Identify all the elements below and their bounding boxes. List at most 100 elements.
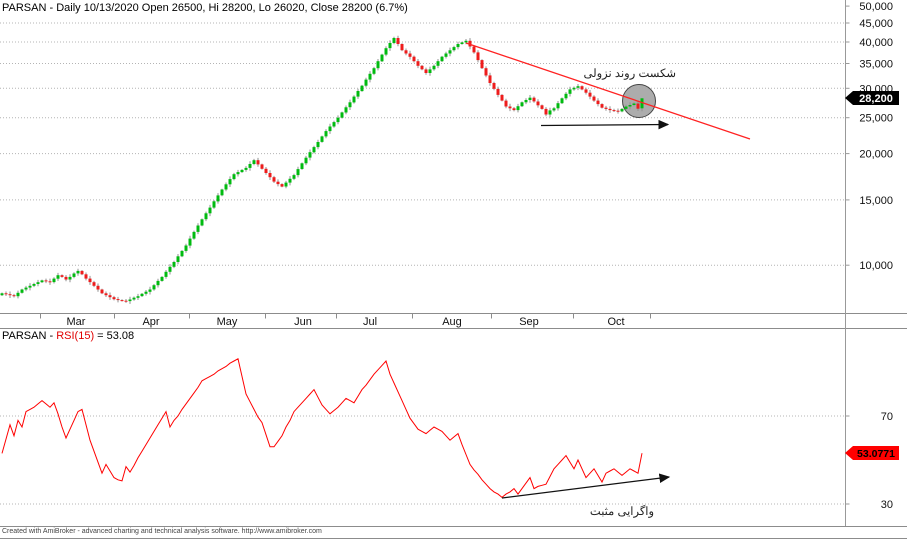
candle-down xyxy=(532,97,536,102)
candle-up xyxy=(40,280,44,283)
rsi-title-indicator: RSI(15) xyxy=(56,330,95,342)
candle-down xyxy=(120,300,124,302)
candle-down xyxy=(600,104,604,108)
downtrend-break-annotation[interactable]: شکست روند نزولی xyxy=(583,68,676,80)
price-axis-label: 15,000 xyxy=(859,195,893,207)
candle-down xyxy=(124,300,128,302)
candle-down xyxy=(596,100,600,105)
month-label: Jun xyxy=(294,316,312,328)
candle-up xyxy=(220,189,224,196)
candle-down xyxy=(500,94,504,101)
candle-up xyxy=(20,289,24,293)
candle-down xyxy=(472,46,476,53)
candlestick-series xyxy=(0,35,644,304)
candle-down xyxy=(280,184,284,187)
price-axis-label: 45,000 xyxy=(859,18,893,30)
month-label: Oct xyxy=(607,316,624,328)
candle-up xyxy=(196,225,200,232)
rsi-axis-label: 70 xyxy=(881,411,893,423)
candle-up xyxy=(568,89,572,94)
candle-up xyxy=(192,231,196,239)
candle-down xyxy=(492,83,496,89)
candle-up xyxy=(632,103,636,105)
candle-up xyxy=(524,100,528,103)
price-axis-label: 40,000 xyxy=(859,37,893,49)
candle-up xyxy=(296,169,300,176)
candle-up xyxy=(188,238,192,246)
candle-up xyxy=(464,40,468,43)
candle-up xyxy=(564,93,568,99)
candle-up xyxy=(68,276,72,280)
candle-down xyxy=(48,281,52,283)
month-label: Apr xyxy=(142,316,159,328)
candle-down xyxy=(396,38,400,44)
downtrend-line[interactable] xyxy=(465,42,751,140)
candle-up xyxy=(160,276,164,281)
candle-up xyxy=(444,53,448,57)
candle-down xyxy=(112,297,116,300)
candle-down xyxy=(44,280,48,282)
candle-up xyxy=(212,201,216,208)
candle-up xyxy=(572,87,576,90)
candle-up xyxy=(456,44,460,48)
month-label: Jul xyxy=(363,316,377,328)
candle-up xyxy=(132,297,136,300)
candle-up xyxy=(164,271,168,277)
price-support-arrow[interactable] xyxy=(540,119,670,130)
candle-up xyxy=(304,157,308,164)
candle-down xyxy=(588,92,592,97)
candle-down xyxy=(540,105,544,109)
amibroker-credit-text: Created with AmiBroker - advanced charti… xyxy=(2,528,322,535)
candle-up xyxy=(380,54,384,62)
candle-up xyxy=(316,142,320,148)
candle-up xyxy=(232,174,236,180)
candle-down xyxy=(504,100,508,107)
candle-down xyxy=(584,89,588,93)
candle-up xyxy=(392,38,396,43)
candle-up xyxy=(620,108,624,112)
candle-down xyxy=(592,96,596,101)
candle-up xyxy=(364,79,368,86)
candle-up xyxy=(440,56,444,62)
rsi-divergence-arrow[interactable] xyxy=(501,473,671,499)
candle-down xyxy=(468,40,472,47)
candle-up xyxy=(328,126,332,132)
candle-down xyxy=(276,181,280,185)
candle-up xyxy=(172,262,176,267)
candle-up xyxy=(352,96,356,103)
candle-down xyxy=(612,110,616,112)
candle-up xyxy=(384,48,388,55)
candle-up xyxy=(448,50,452,54)
candle-down xyxy=(84,274,88,279)
candle-up xyxy=(528,97,532,100)
candle-up xyxy=(360,85,364,92)
candle-up xyxy=(228,179,232,185)
candle-down xyxy=(544,108,548,115)
rsi-title-value: = 53.08 xyxy=(94,330,135,342)
candle-down xyxy=(64,276,68,280)
positive-divergence-annotation[interactable]: واگرایی مثبت xyxy=(589,506,655,518)
candle-up xyxy=(136,296,140,298)
candle-up xyxy=(436,61,440,66)
last-price-tag xyxy=(845,91,899,105)
candle-up xyxy=(128,299,132,302)
candle-down xyxy=(496,88,500,95)
candle-down xyxy=(580,86,584,90)
candle-up xyxy=(356,91,360,97)
candle-up xyxy=(36,282,40,284)
candle-down xyxy=(100,289,104,294)
candle-up xyxy=(176,256,180,262)
candle-down xyxy=(272,177,276,182)
candle-up xyxy=(428,69,432,73)
candle-up xyxy=(452,47,456,51)
month-label: Sep xyxy=(519,316,539,328)
rsi-axis-label: 30 xyxy=(881,499,893,511)
candle-up xyxy=(244,167,248,170)
candle-up xyxy=(216,195,220,202)
candle-up xyxy=(56,275,60,279)
month-label: Mar xyxy=(67,316,86,328)
candle-up xyxy=(32,284,36,286)
candle-down xyxy=(508,106,512,109)
candle-down xyxy=(616,110,620,112)
